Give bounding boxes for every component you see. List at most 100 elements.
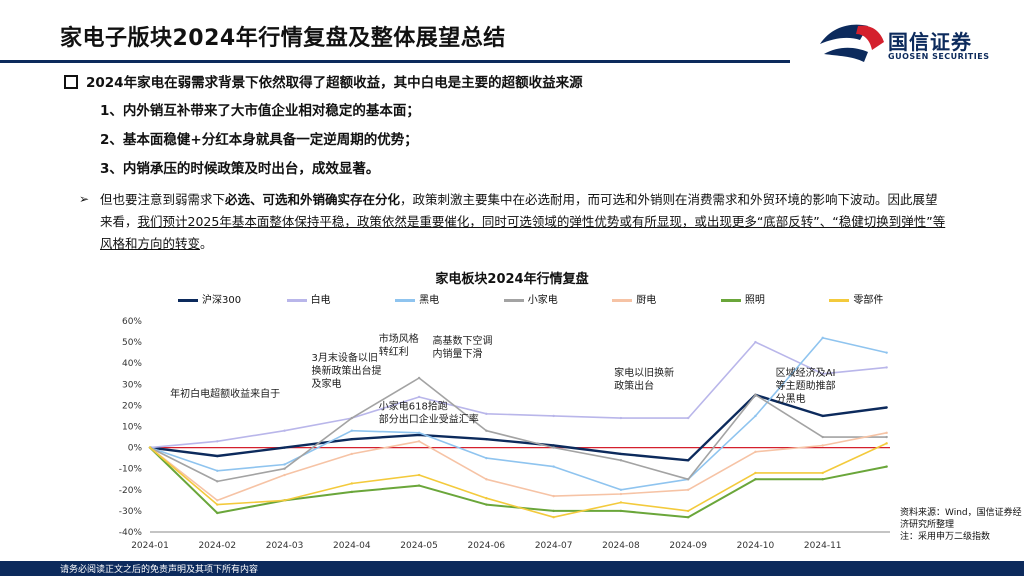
data-point — [619, 492, 623, 496]
sub-point-3: 3、内销承压的时候政策及时出台，成效显著。 — [100, 161, 380, 177]
data-point — [350, 416, 354, 420]
x-tick-label: 2024-07 — [535, 541, 573, 551]
x-tick-label: 2024-01 — [131, 541, 169, 551]
data-point — [821, 414, 824, 418]
data-point — [283, 467, 286, 470]
data-point — [216, 480, 219, 483]
legend-item: 零部件 — [829, 291, 883, 306]
data-point — [619, 452, 623, 456]
data-point — [821, 435, 824, 439]
chart-title: 家电板块2024年行情复盘 — [435, 272, 589, 287]
y-tick-label: 40% — [122, 359, 142, 369]
y-tick-label: 10% — [122, 423, 142, 433]
data-point — [885, 366, 888, 369]
legend-label: 小家电 — [527, 295, 558, 306]
chart-annotation: 3月末设备以旧 — [311, 351, 377, 364]
data-point — [686, 516, 690, 519]
data-point — [283, 473, 286, 477]
data-point — [485, 503, 488, 506]
data-point — [619, 501, 623, 504]
y-tick-label: 50% — [122, 338, 142, 348]
chart-annotation: 高基数下空调 — [433, 334, 493, 347]
page-title: 家电子版块2024年行情复盘及整体展望总结 — [60, 26, 506, 51]
para-text-1: 但也要注意到弱需求下 — [100, 192, 226, 207]
data-point — [283, 463, 286, 466]
series-line-3 — [149, 377, 887, 483]
data-point — [350, 490, 354, 494]
legend-label: 零部件 — [853, 295, 884, 306]
data-point — [754, 450, 757, 454]
data-point — [619, 416, 623, 420]
series-line-6 — [149, 442, 887, 519]
data-point — [885, 442, 888, 445]
data-point — [283, 446, 286, 449]
x-tick-label: 2024-09 — [669, 541, 707, 551]
data-point — [619, 459, 623, 462]
data-point — [417, 376, 421, 380]
sub-point-2: 2、基本面稳健+分红本身就具备一定逆周期的优势； — [100, 132, 418, 148]
series-line-2 — [149, 337, 887, 491]
x-tick-label: 2024-05 — [400, 541, 438, 551]
data-point — [885, 406, 888, 409]
x-tick-label: 2024-11 — [804, 541, 842, 551]
legend-label: 黑电 — [419, 295, 440, 306]
data-point — [754, 414, 757, 418]
data-point — [216, 469, 219, 473]
sub-point-1: 1、内外销互补带来了大市值企业相对稳定的基本面； — [100, 103, 420, 119]
legend-item: 黑电 — [395, 291, 439, 306]
data-point — [283, 499, 286, 502]
data-point — [216, 454, 219, 458]
data-point — [148, 446, 152, 449]
data-point — [283, 429, 286, 432]
data-point — [885, 435, 888, 439]
chart-annotation: 分黑电 — [776, 392, 806, 405]
guosen-logo-icon — [820, 24, 884, 62]
data-point — [552, 414, 555, 418]
footer-disclaimer: 请务必阅读正文之后的免责声明及其项下所有内容 — [60, 565, 259, 575]
data-point — [754, 340, 757, 344]
chart-annotation: 部分出口企业受益汇率 — [379, 413, 479, 426]
y-tick-label: 20% — [122, 401, 142, 411]
series-line-4 — [149, 432, 887, 502]
data-point — [686, 459, 690, 462]
legend-item: 小家电 — [503, 291, 558, 306]
legend-item: 白电 — [286, 291, 331, 306]
data-point — [350, 452, 354, 456]
data-point — [754, 471, 757, 475]
x-tick-label: 2024-10 — [737, 541, 775, 551]
chart-annotation: 小家电618拾跑 — [379, 400, 448, 413]
data-point — [485, 437, 488, 441]
x-tick-label: 2024-08 — [602, 541, 640, 551]
legend-swatch — [286, 298, 307, 302]
x-tick-label: 2024-02 — [198, 541, 236, 551]
data-point — [216, 503, 219, 506]
data-point — [216, 440, 219, 443]
chart-legend: 沪深300 白电 黑电 小家电 厨电 照明 零部件 — [150, 291, 910, 307]
legend-item: 照明 — [720, 291, 765, 306]
data-point — [417, 440, 421, 443]
data-point — [216, 511, 219, 515]
legend-swatch — [720, 298, 741, 302]
data-point — [485, 456, 488, 460]
x-tick-label: 2024-04 — [333, 541, 371, 551]
chart-annotation: 家电以旧换新 — [614, 366, 674, 379]
legend-label: 白电 — [310, 295, 331, 306]
logo-subtext: GUOSEN SECURITIES — [888, 52, 990, 61]
legend-item: 厨电 — [612, 291, 656, 306]
data-point — [485, 497, 488, 500]
arrow-bullet-icon: ➢ — [79, 192, 90, 206]
x-tick-label: 2024-03 — [266, 541, 304, 551]
data-point — [552, 444, 555, 447]
data-point — [417, 395, 421, 399]
data-point — [619, 488, 623, 491]
data-point — [885, 351, 888, 354]
chart-annotation: 年初白电超额收益来自于 — [170, 387, 280, 400]
legend-label: 厨电 — [636, 295, 657, 306]
chart-annotation: 内销量下滑 — [433, 347, 483, 360]
y-tick-label: 60% — [122, 317, 142, 327]
data-point — [417, 484, 421, 487]
chart-annotation: 及家电 — [311, 377, 341, 390]
chart-annotation: 转红利 — [379, 345, 409, 358]
title-divider — [0, 60, 790, 63]
legend-label: 沪深300 — [202, 295, 242, 306]
